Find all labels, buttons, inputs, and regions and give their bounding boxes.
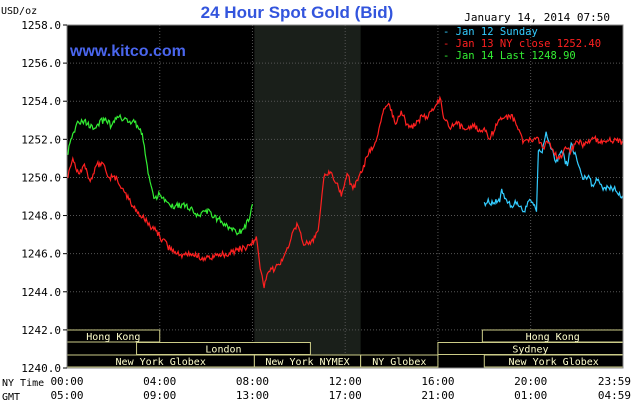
y-tick-label: 1254.0 (21, 95, 61, 108)
series-layer (66, 95, 624, 289)
watermark-link[interactable]: www.kitco.com (69, 43, 186, 60)
y-tick-label: 1244.0 (21, 286, 61, 299)
unit-label: USD/oz (1, 6, 37, 17)
session-label: London (205, 345, 241, 356)
session-label: New York Globex (116, 357, 206, 368)
gmt-axis-name: GMT (2, 392, 20, 403)
legend-entry: - Jan 12 Sunday (443, 26, 538, 38)
chart-title: 24 Hour Spot Gold (Bid) (201, 3, 394, 22)
session-band (360, 354, 439, 368)
y-axis: 1258.0 1256.0 1254.0 1252.0 1250.0 1248.0 1246… (21, 19, 67, 375)
x-tick-label-ny: 20:00 (514, 375, 547, 388)
timestamp: January 14, 2014 07:50 (464, 11, 610, 24)
session-label: New York Globex (508, 357, 598, 368)
session-label: Hong Kong (526, 332, 580, 343)
y-tick-label: 1250.0 (21, 171, 61, 184)
y-tick-label: 1248.0 (21, 210, 61, 223)
y-tick-label: 1242.0 (21, 324, 61, 337)
y-tick-label: 1258.0 (21, 19, 61, 32)
y-tick-label: 1252.0 (21, 133, 61, 146)
x-tick-label-gmt: 17:00 (329, 389, 362, 402)
ny-time-axis-name: NY Time (2, 378, 44, 389)
x-tick-label-gmt: 05:00 (50, 389, 83, 402)
x-tick-label-ny: 04:00 (143, 375, 176, 388)
x-tick-label-ny: 00:00 (50, 375, 83, 388)
x-tick-label-gmt: 21:00 (421, 389, 454, 402)
x-tick-label-gmt: 09:00 (143, 389, 176, 402)
x-tick-label-ny: 23:59 (598, 375, 631, 388)
session-label: New York NYMEX (265, 357, 349, 368)
x-tick-label-gmt: 04:59 (598, 389, 631, 402)
plot-border (66, 24, 624, 369)
x-tick-label-gmt: 01:00 (514, 389, 547, 402)
legend-entry: - Jan 13 NY close 1252.40 (443, 38, 601, 50)
series-line-jan-12-sunday (483, 131, 624, 213)
series-line-jan-13-ny-close (66, 95, 624, 289)
series-line-jan-14-last (66, 113, 254, 236)
legend-entry: - Jan 14 Last 1248.90 (443, 50, 576, 62)
x-tick-label-ny: 08:00 (236, 375, 269, 388)
session-label: NY Globex (372, 357, 426, 368)
x-tick-label-ny: 12:00 (329, 375, 362, 388)
legend: - Jan 12 Sunday- Jan 13 NY close 1252.40… (443, 26, 601, 62)
x-tick-label-gmt: 13:00 (236, 389, 269, 402)
y-tick-label: 1256.0 (21, 57, 61, 70)
session-label: Hong Kong (86, 332, 140, 343)
nymex-session-shading (254, 25, 361, 368)
x-tick-label-ny: 16:00 (421, 375, 454, 388)
y-tick-label: 1246.0 (21, 248, 61, 261)
y-tick-label: 1240.0 (21, 362, 61, 375)
session-label: Sydney (512, 345, 548, 356)
